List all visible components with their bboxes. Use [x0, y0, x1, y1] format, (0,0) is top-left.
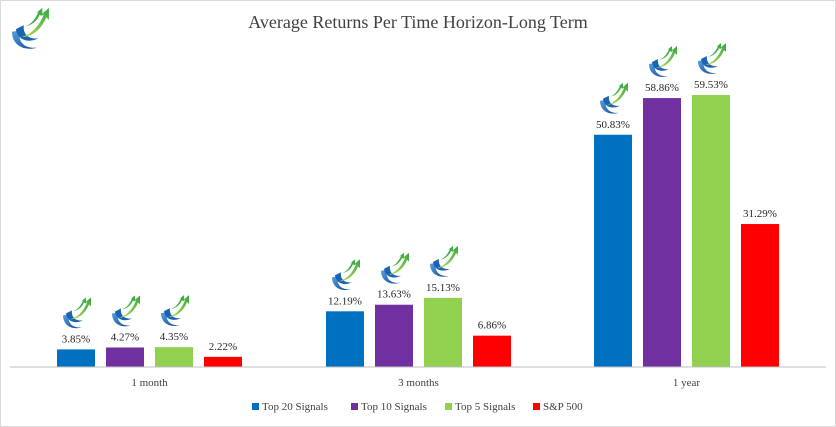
logo-icon-top-5-signals-1-year — [698, 43, 726, 74]
logo-icon-top-10-signals-3-months — [381, 252, 409, 284]
logo-icon-top-10-signals-1-year — [649, 46, 677, 77]
data-label-top-5-signals-1-month: 4.35% — [160, 331, 188, 343]
data-label-top-20-signals-3-months: 12.19% — [328, 295, 362, 307]
logo-icon-top-5-signals-3-months — [430, 245, 458, 277]
category-label-3-months: 3 months — [398, 377, 439, 389]
legend-label-sandp-500: S&P 500 — [543, 401, 583, 413]
data-label-top-20-signals-1-year: 50.83% — [596, 119, 630, 131]
brand-logo-icon — [11, 8, 49, 49]
bars-layer — [57, 95, 779, 367]
chart-title: Average Returns Per Time Horizon-Long Te… — [248, 12, 588, 32]
category-label-1-year: 1 year — [673, 377, 701, 389]
data-labels-layer: 3.85% 12.19% 50.83% 4.27% 13.63% 58.86% 4.35% 1… — [62, 79, 777, 353]
bar-top-20-signals-3-months — [326, 311, 364, 367]
logo-icon-top-20-signals-1-month — [63, 297, 91, 329]
data-label-top-10-signals-1-month: 4.27% — [111, 331, 139, 343]
bar-top-10-signals-3-months — [375, 304, 413, 367]
data-label-sandp-500-3-months: 6.86% — [478, 320, 506, 332]
bar-sandp-500-1-month — [204, 356, 242, 367]
data-label-top-20-signals-1-month: 3.85% — [62, 333, 90, 345]
legend-label-top-20-signals: Top 20 Signals — [262, 401, 328, 413]
data-label-sandp-500-1-year: 31.29% — [743, 208, 777, 220]
category-label-1-month: 1 month — [131, 377, 168, 389]
logo-icon-top-10-signals-1-month — [112, 295, 140, 327]
bar-top-20-signals-1-month — [57, 349, 95, 367]
logo-icon-top-20-signals-3-months — [332, 259, 360, 291]
bar-top-5-signals-1-year — [692, 95, 730, 367]
legend-label-top-5-signals: Top 5 Signals — [455, 401, 515, 413]
legend-swatch-top-10-signals — [351, 403, 358, 410]
data-label-top-10-signals-3-months: 13.63% — [377, 289, 411, 301]
bar-top-10-signals-1-month — [106, 347, 144, 367]
bar-sandp-500-1-year — [741, 224, 779, 367]
category-labels-layer: 1 month 3 months 1 year — [131, 377, 700, 389]
legend-swatch-sandp-500 — [533, 403, 540, 410]
bar-top-5-signals-3-months — [424, 297, 462, 367]
logo-icon-top-5-signals-1-month — [161, 295, 189, 326]
legend-swatch-top-5-signals — [445, 403, 452, 410]
legend: Top 20 Signals Top 10 Signals Top 5 Signal… — [252, 401, 583, 413]
bar-sandp-500-3-months — [473, 335, 511, 367]
legend-label-top-10-signals: Top 10 Signals — [361, 401, 427, 413]
data-label-sandp-500-1-month: 2.22% — [209, 341, 237, 353]
bar-top-10-signals-1-year — [643, 98, 681, 367]
data-label-top-10-signals-1-year: 58.86% — [645, 82, 679, 94]
bar-top-5-signals-1-month — [155, 347, 193, 367]
data-label-top-5-signals-1-year: 59.53% — [694, 79, 728, 91]
logo-icon-top-20-signals-1-year — [600, 82, 628, 114]
data-label-top-5-signals-3-months: 15.13% — [426, 282, 460, 294]
legend-swatch-top-20-signals — [252, 403, 259, 410]
bar-top-20-signals-1-year — [594, 134, 632, 367]
